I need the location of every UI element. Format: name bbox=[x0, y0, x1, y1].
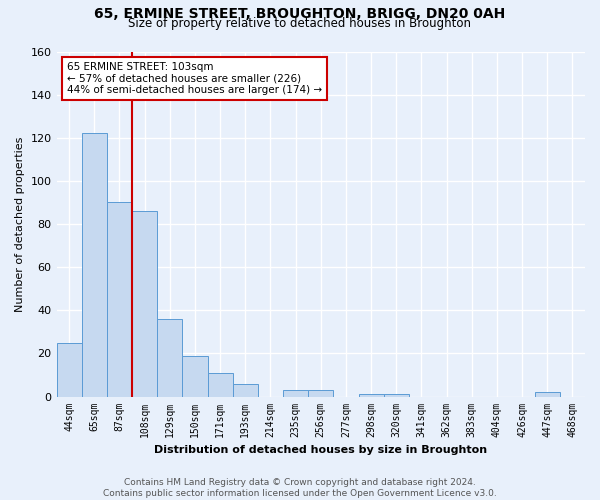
Bar bbox=[157, 319, 182, 396]
Bar bbox=[56, 342, 82, 396]
Bar bbox=[535, 392, 560, 396]
Bar bbox=[308, 390, 334, 396]
Bar bbox=[132, 211, 157, 396]
Bar bbox=[383, 394, 409, 396]
Text: Size of property relative to detached houses in Broughton: Size of property relative to detached ho… bbox=[128, 18, 472, 30]
Bar bbox=[283, 390, 308, 396]
Bar bbox=[82, 134, 107, 396]
Bar bbox=[359, 394, 383, 396]
Text: Contains HM Land Registry data © Crown copyright and database right 2024.
Contai: Contains HM Land Registry data © Crown c… bbox=[103, 478, 497, 498]
Text: 65 ERMINE STREET: 103sqm
← 57% of detached houses are smaller (226)
44% of semi-: 65 ERMINE STREET: 103sqm ← 57% of detach… bbox=[67, 62, 322, 95]
X-axis label: Distribution of detached houses by size in Broughton: Distribution of detached houses by size … bbox=[154, 445, 487, 455]
Y-axis label: Number of detached properties: Number of detached properties bbox=[15, 136, 25, 312]
Text: 65, ERMINE STREET, BROUGHTON, BRIGG, DN20 0AH: 65, ERMINE STREET, BROUGHTON, BRIGG, DN2… bbox=[94, 8, 506, 22]
Bar bbox=[107, 202, 132, 396]
Bar bbox=[182, 356, 208, 397]
Bar bbox=[233, 384, 258, 396]
Bar bbox=[208, 373, 233, 396]
